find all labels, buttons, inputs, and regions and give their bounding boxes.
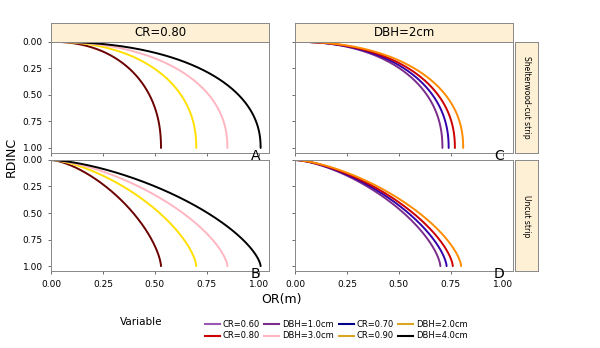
Text: B: B [251,267,260,281]
Text: Uncut strip: Uncut strip [522,195,532,237]
Text: CR=0.80: CR=0.80 [134,26,186,39]
Text: A: A [251,149,260,163]
Text: C: C [494,149,504,163]
Text: DBH=2cm: DBH=2cm [373,26,434,39]
Text: Variable: Variable [120,317,163,327]
Text: D: D [494,267,504,281]
Text: OR(m): OR(m) [262,293,302,306]
Text: RDINC: RDINC [4,136,17,177]
Text: Shelterwood-cut strip: Shelterwood-cut strip [522,56,532,139]
Legend: CR=0.60, CR=0.80, DBH=1.0cm, DBH=3.0cm, CR=0.70, CR=0.90, DBH=2.0cm, DBH=4.0cm: CR=0.60, CR=0.80, DBH=1.0cm, DBH=3.0cm, … [201,317,471,344]
